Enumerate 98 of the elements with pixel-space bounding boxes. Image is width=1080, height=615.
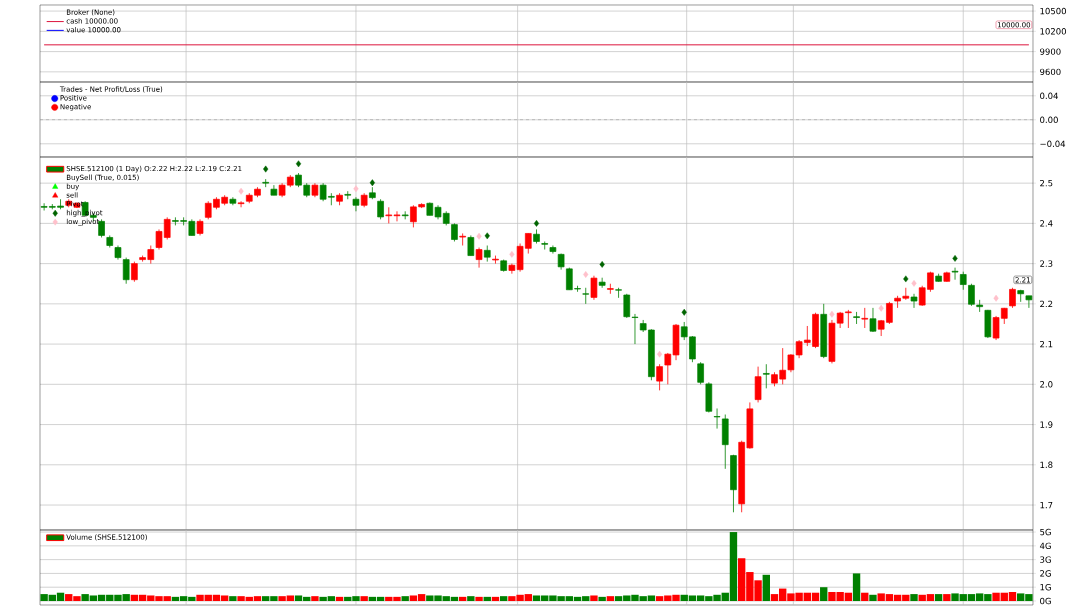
y-tick-label: 2.4 (1040, 220, 1053, 227)
candlestick (1009, 287, 1016, 309)
y-tick-label: 2.0 (1040, 381, 1053, 388)
point (583, 271, 589, 278)
bar (475, 596, 483, 601)
candlestick (762, 363, 770, 389)
point (952, 254, 958, 262)
y-tick-label: 9900 (1040, 48, 1061, 55)
point (599, 261, 605, 268)
y-tick-label: 1.8 (1040, 461, 1053, 469)
y-tick-label: 1G (1040, 583, 1051, 591)
bar (820, 587, 828, 601)
point (353, 185, 359, 193)
point (657, 350, 663, 358)
candlestick (590, 275, 598, 301)
candlestick (861, 307, 869, 329)
candlestick (1025, 295, 1033, 309)
bar (934, 594, 943, 601)
bar (483, 596, 491, 601)
candlestick (98, 218, 105, 238)
candlestick (615, 287, 622, 299)
y-tick-label: 9600 (1040, 68, 1061, 76)
bar (335, 596, 344, 601)
point (484, 232, 490, 240)
candlestick (401, 210, 409, 220)
candlestick (467, 235, 475, 256)
bar (590, 595, 598, 601)
candlestick (475, 247, 483, 269)
candlestick (656, 363, 663, 391)
bar (869, 594, 877, 601)
bar (861, 592, 869, 601)
candlestick (910, 293, 918, 309)
bar (762, 574, 770, 601)
candlestick (229, 196, 237, 206)
y-tick-label: 0.00 (1040, 116, 1058, 124)
y-tick-label: 0.04 (1040, 92, 1058, 100)
y-tick-label: 1.7 (1040, 501, 1053, 509)
bar (467, 596, 475, 601)
candlestick (853, 311, 860, 325)
candlestick (131, 261, 138, 283)
candlestick (451, 222, 458, 242)
bar (910, 594, 918, 601)
y-tick-label: 2G (1040, 570, 1051, 577)
candlestick (959, 271, 967, 291)
point (263, 165, 269, 173)
point (878, 304, 884, 312)
point (533, 219, 540, 227)
candlestick (869, 307, 877, 333)
bar (229, 596, 237, 601)
candlestick (237, 200, 245, 208)
candlestick (459, 233, 466, 246)
candlestick (713, 408, 721, 429)
y-tick-label: 0G (1040, 597, 1051, 605)
y-tick-label: 2.1 (1040, 340, 1053, 348)
point (829, 310, 835, 318)
y-tick-label: 10500 (1040, 7, 1066, 15)
bar (311, 596, 319, 601)
candlestick (754, 366, 762, 403)
candlestick (270, 184, 278, 196)
candlestick (549, 245, 557, 254)
candlestick (122, 257, 130, 285)
y-tick-label: 4G (1039, 542, 1051, 550)
candlestick (344, 190, 352, 200)
candlestick (377, 198, 384, 220)
candlestick (582, 287, 590, 305)
bar (499, 596, 508, 601)
point (238, 187, 244, 195)
candlestick (492, 255, 499, 265)
candlestick (607, 283, 614, 295)
candlestick (541, 241, 549, 250)
bar (606, 596, 615, 601)
candlestick (352, 196, 360, 212)
point (509, 250, 515, 258)
point (369, 179, 375, 187)
point (295, 160, 302, 168)
bar (360, 596, 368, 601)
bar (943, 594, 951, 601)
point (993, 294, 999, 302)
candlestick (697, 361, 704, 385)
y-tick-label: 3G (1040, 556, 1051, 563)
bar (401, 596, 409, 601)
y-tick-label: 2.3 (1040, 260, 1053, 267)
y-tick-label: 1.9 (1040, 421, 1053, 428)
y-tick-label: −0.04 (1040, 140, 1066, 148)
candlestick (262, 178, 269, 188)
bar (491, 596, 500, 601)
point (476, 232, 482, 240)
y-tick-label: 2.2 (1040, 300, 1053, 308)
y-tick-label: 10200 (1040, 28, 1066, 35)
y-tick-label: 5G (1040, 528, 1051, 536)
bar (598, 596, 606, 601)
bar (458, 596, 467, 601)
point (681, 308, 687, 316)
y-tick-label: 2.5 (1040, 179, 1053, 187)
point (911, 279, 917, 287)
bar (852, 573, 861, 601)
point (903, 275, 909, 283)
candlestick (951, 267, 959, 281)
